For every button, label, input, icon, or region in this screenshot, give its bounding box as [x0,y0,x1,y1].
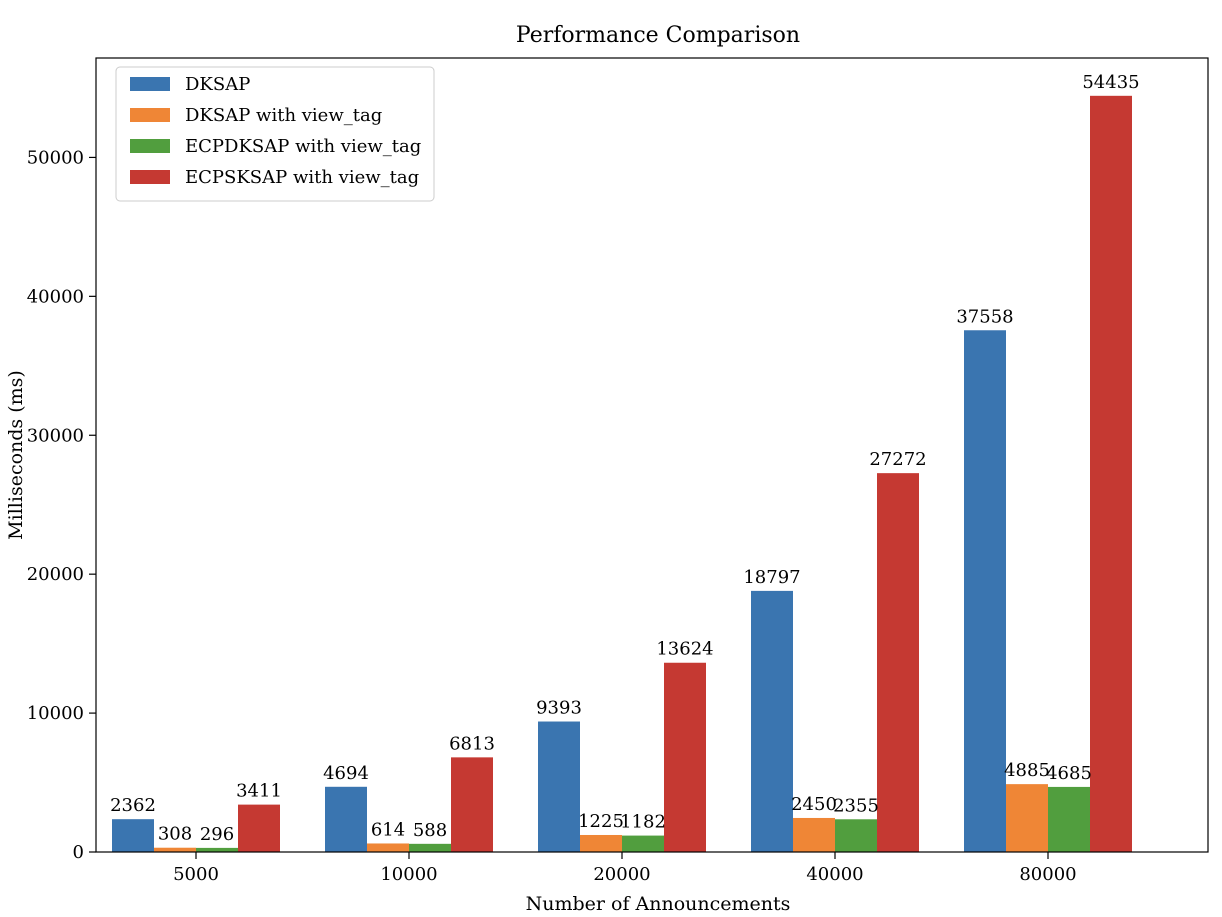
bar-4-10000 [451,757,493,852]
data-label-1-40000: 18797 [743,567,800,588]
bar-3-20000 [622,835,664,852]
x-axis: 5000 10000 20000 40000 80000 [173,852,1077,885]
data-label-1-80000: 37558 [956,306,1013,327]
y-axis: 0 10000 20000 30000 40000 50000 [27,147,96,863]
legend-box [115,66,435,202]
data-label-3-10000: 588 [413,820,447,841]
legend: DKSAP DKSAP with view_tag ECPDKSAP with vi… [115,66,435,202]
legend-label-1: DKSAP [185,74,250,95]
data-label-4-5000: 3411 [236,781,282,802]
bars-layer [112,95,1132,853]
y-axis-label: Milliseconds (ms) [5,370,27,540]
bar-4-20000 [664,662,706,852]
data-label-1-5000: 2362 [110,795,156,816]
x-tick-label: 5000 [173,864,219,885]
data-label-3-80000: 4685 [1046,763,1092,784]
y-tick-label: 20000 [27,564,84,585]
data-label-4-40000: 27272 [869,449,926,470]
data-label-3-5000: 296 [200,824,234,845]
bar-2-20000 [580,834,622,852]
bar-4-80000 [1090,95,1132,853]
bar-3-10000 [409,843,451,852]
data-label-2-40000: 2450 [791,794,837,815]
bar-1-80000 [964,330,1006,852]
plot-frame [95,57,1209,853]
y-tick-label: 30000 [27,425,84,446]
x-tick-label: 40000 [806,864,863,885]
data-label-1-20000: 9393 [536,698,582,719]
data-label-2-10000: 614 [371,819,405,840]
data-label-2-5000: 308 [158,824,192,845]
bar-2-10000 [367,843,409,852]
bar-1-10000 [325,786,367,852]
y-tick-label: 40000 [27,286,84,307]
legend-label-3: ECPDKSAP with view_tag [185,136,421,157]
chart-title: Performance Comparison [516,23,800,48]
bar-3-80000 [1048,786,1090,852]
y-tick-label: 10000 [27,703,84,724]
bar-1-40000 [751,590,793,852]
x-axis-label: Number of Announcements [526,893,791,912]
legend-swatch-1 [130,77,170,91]
data-label-3-20000: 1182 [620,812,666,833]
legend-swatch-4 [130,170,170,184]
bar-1-5000 [112,819,154,852]
x-tick-label: 10000 [380,864,437,885]
x-tick-label: 80000 [1019,864,1076,885]
y-tick-label: 50000 [27,147,84,168]
bar-1-20000 [538,721,580,852]
bar-2-5000 [154,847,196,852]
data-label-4-10000: 6813 [449,733,495,754]
bar-4-5000 [238,804,280,852]
data-label-3-40000: 2355 [833,795,879,816]
data-label-2-20000: 1225 [578,811,624,832]
data-label-4-20000: 13624 [656,639,713,660]
bar-4-40000 [877,473,919,852]
data-label-2-80000: 4885 [1004,760,1050,781]
legend-label-4: ECPSKSAP with view_tag [185,167,419,188]
bar-2-80000 [1006,784,1048,852]
legend-swatch-2 [130,108,170,122]
y-tick-label: 0 [73,842,84,863]
data-label-4-80000: 54435 [1082,72,1139,93]
legend-swatch-3 [130,139,170,153]
bar-3-5000 [196,847,238,852]
bar-3-40000 [835,819,877,852]
bar-2-40000 [793,817,835,852]
x-tick-label: 20000 [593,864,650,885]
legend-label-2: DKSAP with view_tag [185,105,382,126]
data-label-1-10000: 4694 [323,763,369,784]
